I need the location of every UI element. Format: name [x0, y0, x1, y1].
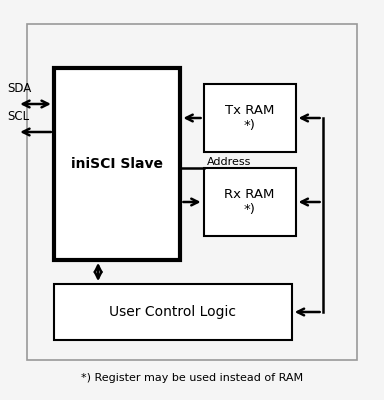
Bar: [204, 168, 296, 236]
Text: SCL: SCL: [8, 110, 30, 123]
Bar: [54, 68, 180, 260]
Text: Rx RAM
*): Rx RAM *): [224, 188, 275, 216]
Text: Address: Address: [207, 157, 251, 167]
Text: *) Register may be used instead of RAM: *) Register may be used instead of RAM: [81, 373, 303, 383]
Bar: [204, 84, 296, 152]
Text: SDA: SDA: [8, 82, 32, 95]
Bar: [27, 24, 357, 360]
Text: Tx RAM
*): Tx RAM *): [225, 104, 274, 132]
Text: iniSCI Slave: iniSCI Slave: [71, 157, 163, 171]
Text: User Control Logic: User Control Logic: [109, 305, 236, 319]
Bar: [54, 284, 292, 340]
